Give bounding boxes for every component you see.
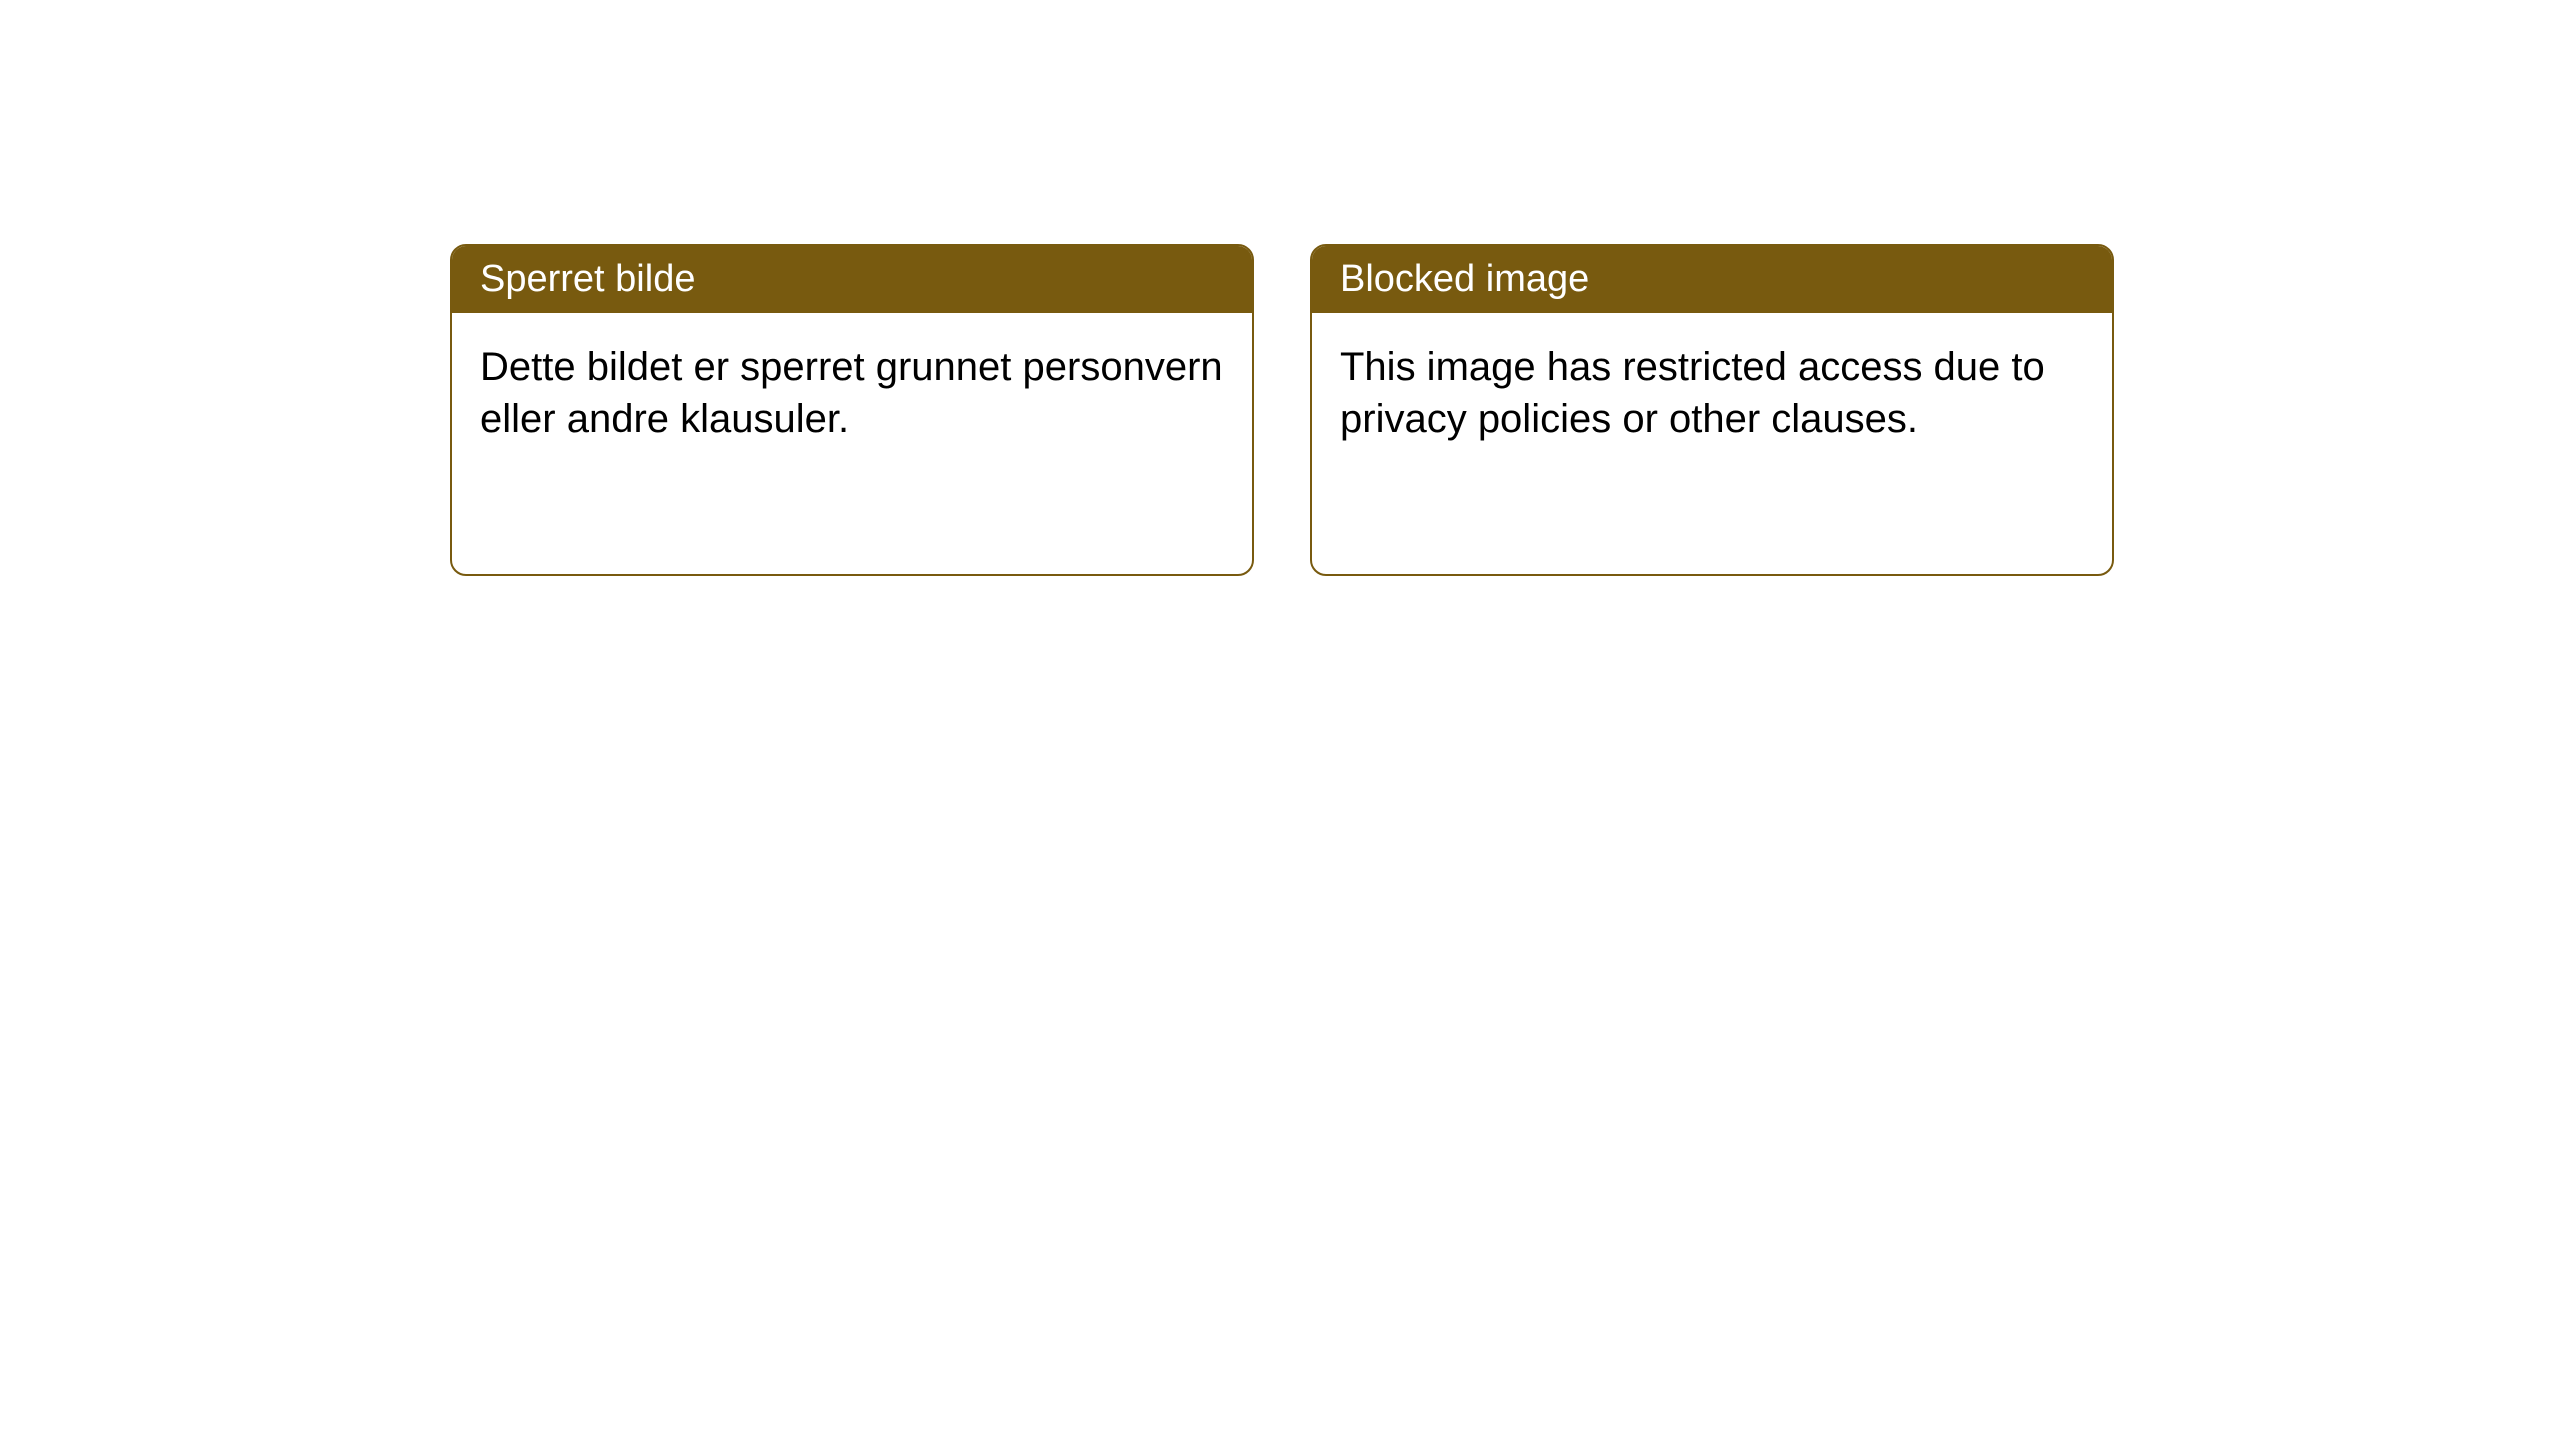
notice-body-english: This image has restricted access due to … bbox=[1312, 313, 2112, 473]
notice-title-english: Blocked image bbox=[1312, 246, 2112, 313]
notice-container: Sperret bilde Dette bildet er sperret gr… bbox=[450, 244, 2114, 576]
notice-box-english: Blocked image This image has restricted … bbox=[1310, 244, 2114, 576]
notice-body-norwegian: Dette bildet er sperret grunnet personve… bbox=[452, 313, 1252, 473]
notice-title-norwegian: Sperret bilde bbox=[452, 246, 1252, 313]
notice-box-norwegian: Sperret bilde Dette bildet er sperret gr… bbox=[450, 244, 1254, 576]
